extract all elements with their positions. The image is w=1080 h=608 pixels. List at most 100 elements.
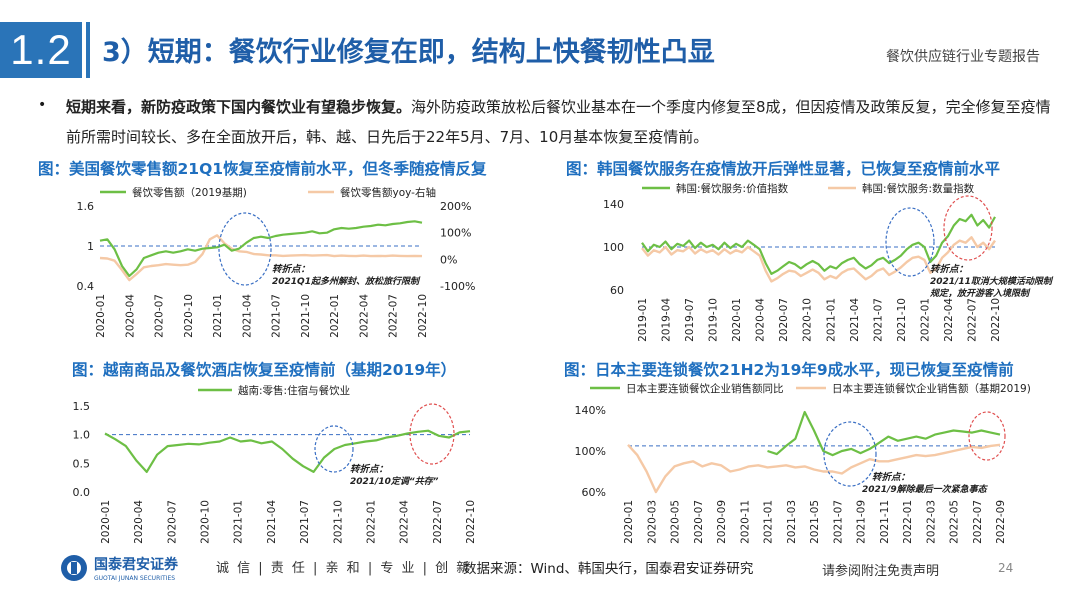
x-tick-label: 2022-07 [432, 500, 444, 544]
x-tick-label: 2022-01 [902, 500, 914, 544]
annotation-text: 2021/10定调“共存” [350, 476, 439, 487]
x-tick-label: 2021-05 [809, 500, 821, 544]
x-tick-label: 2021-10 [300, 294, 312, 338]
highlight-circle [218, 212, 272, 286]
chart-title-vn: 图：越南商品及餐饮酒店恢复至疫情前（基期2019年） [72, 361, 457, 379]
y-tick-label: 1 [87, 240, 94, 253]
disclaimer-link[interactable]: 请参阅附注免责声明 [822, 564, 940, 579]
x-tick-label: 2020-04 [755, 298, 767, 342]
y-tick-label: 1.6 [77, 200, 95, 213]
series-line-1 [104, 429, 471, 473]
x-tick-label: 2022-10 [417, 294, 429, 338]
x-tick-label: 2022-04 [399, 500, 411, 544]
x-tick-label: 2021-11 [879, 500, 891, 544]
annotation-text: 2021Q1起多州解封、放松旅行限制 [272, 276, 421, 287]
x-tick-label: 2022-01 [365, 500, 377, 544]
legend-label-2: 餐饮零售额yoy-右轴 [340, 186, 436, 199]
annotation-title: 转折点： [272, 263, 310, 275]
legend-label-2: 日本主要连锁餐饮企业销售额（基期2019) [832, 382, 1031, 395]
annotation-text: 2021/11取消大规模活动限制 [930, 276, 1054, 287]
series-line-1 [641, 213, 996, 275]
section-divider [86, 22, 90, 78]
x-tick-label: 2021-04 [266, 500, 278, 544]
y-tick-label: 140% [575, 404, 606, 417]
annotation-text: 2021/9解除最后一次紧急事态 [862, 484, 989, 495]
summary-text: 海外防疫政策放松后餐饮业基本在一个季度内修复至8成，但因疫情及政策反复，完全修复… [66, 98, 1051, 146]
x-tick-label: 2019-01 [637, 298, 649, 342]
section-number: 1.2 [0, 22, 82, 78]
company-logo: 国泰君安证券 GUOTAI JUNAN SECURITIES [60, 552, 210, 588]
y-tick-label: 0.0 [73, 486, 91, 499]
summary-bold: 短期来看，新防疫政策下国内餐饮业有望稳步恢复。 [66, 98, 412, 116]
x-tick-label: 2022-10 [990, 298, 1002, 342]
y-tick-label: 140 [603, 198, 624, 211]
x-tick-label: 2022-04 [358, 294, 370, 338]
x-tick-label: 2020-07 [693, 500, 705, 544]
x-tick-label: 2021-10 [896, 298, 908, 342]
series-line-1 [767, 410, 1001, 457]
x-tick-label: 2021-03 [786, 500, 798, 544]
x-tick-label: 2021-07 [872, 298, 884, 342]
highlight-circle [885, 207, 935, 277]
x-tick-label: 2020-01 [731, 298, 743, 342]
x-tick-label: 2022-01 [329, 294, 341, 338]
x-tick-label: 2021-01 [763, 500, 775, 544]
highlight-circle [314, 425, 354, 473]
y-tick-label: 1.0 [73, 429, 91, 442]
x-tick-label: 2021-01 [825, 298, 837, 342]
company-slogan: 诚 信 | 责 任 | 亲 和 | 专 业 | 创 新 [216, 561, 472, 576]
x-tick-label: 2021-01 [233, 500, 245, 544]
x-tick-label: 2021-07 [271, 294, 283, 338]
chart-title-jp: 图：日本主要连锁餐饮21H2为19年9成水平，现已恢复至疫情前 [564, 361, 1014, 379]
highlight-circle [968, 411, 1006, 461]
x-tick-label: 2022-07 [972, 500, 984, 544]
y2-tick-label: 200% [440, 200, 471, 213]
x-tick-label: 2019-10 [708, 298, 720, 342]
logo-name-en: GUOTAI JUNAN SECURITIES [94, 575, 175, 582]
x-tick-label: 2021-07 [299, 500, 311, 544]
x-tick-label: 2020-01 [95, 294, 107, 338]
x-tick-label: 2020-07 [778, 298, 790, 342]
x-tick-label: 2020-10 [183, 294, 195, 338]
korea-food-service-chart: 韩国:餐饮服务:价值指数 韩国:餐饮服务:数量指数 140 100 60 2019-01 2… [603, 182, 1054, 342]
logo-name-cn: 国泰君安证券 [94, 556, 179, 573]
page-number: 24 [998, 561, 1014, 575]
highlight-circle [409, 403, 455, 465]
legend-label-1: 餐饮零售额（2019基期) [132, 186, 247, 199]
x-tick-label: 2022-01 [919, 298, 931, 342]
x-tick-label: 2020-04 [133, 500, 145, 544]
x-tick-label: 2022-03 [925, 500, 937, 544]
x-tick-label: 2019-04 [661, 298, 673, 342]
x-tick-label: 2021-01 [212, 294, 224, 338]
japan-chain-restaurant-chart: 日本主要连锁餐饮企业销售额同比 日本主要连锁餐饮企业销售额（基期2019) 140%… [575, 382, 1031, 544]
x-tick-label: 2021-04 [241, 294, 253, 338]
y-tick-label: 100 [603, 241, 624, 254]
x-tick-label: 2022-10 [465, 500, 477, 544]
annotation-text: 规定，放开游客入境限制 [929, 288, 1031, 299]
x-tick-label: 2022-07 [966, 298, 978, 342]
y-tick-label: 0.4 [77, 280, 95, 293]
y-tick-label: 100% [575, 445, 606, 458]
x-tick-label: 2020-09 [716, 500, 728, 544]
y2-tick-label: 100% [440, 227, 471, 240]
annotation-title: 转折点： [350, 463, 388, 475]
x-tick-label: 2022-04 [943, 298, 955, 342]
series-line-2 [627, 443, 1001, 494]
chart-title-kr: 图：韩国餐饮服务在疫情放开后弹性显著，已恢复至疫情前水平 [566, 160, 1001, 178]
legend-label-1: 越南:零售:住宿与餐饮业 [238, 384, 350, 397]
series-line-2 [99, 234, 423, 282]
x-tick-label: 2020-10 [802, 298, 814, 342]
y-tick-label: 1.5 [73, 400, 91, 413]
x-tick-label: 2022-09 [995, 500, 1007, 544]
x-tick-label: 2020-03 [646, 500, 658, 544]
series-line-2 [641, 236, 996, 283]
x-tick-label: 2020-07 [166, 500, 178, 544]
y-tick-label: 60 [610, 284, 624, 297]
x-tick-label: 2020-01 [623, 500, 635, 544]
highlight-circle [823, 421, 877, 487]
y-tick-label: 0.5 [73, 457, 91, 470]
highlight-circle [943, 195, 993, 261]
x-tick-label: 2021-10 [332, 500, 344, 544]
x-tick-label: 2021-04 [849, 298, 861, 342]
x-tick-label: 2021-09 [856, 500, 868, 544]
